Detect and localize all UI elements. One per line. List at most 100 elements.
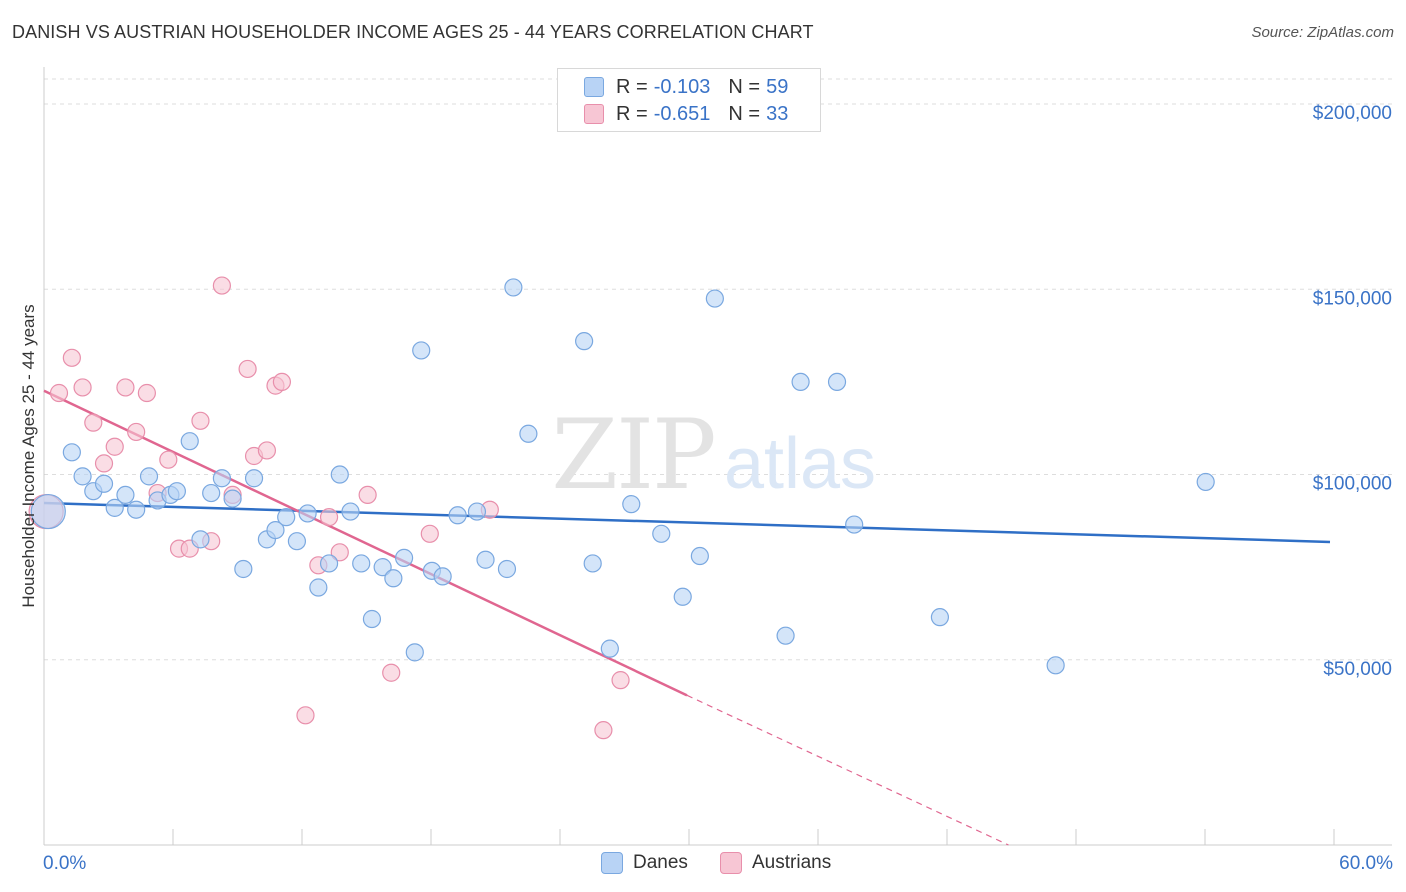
series-legend-label-austrians: Austrians xyxy=(752,852,832,873)
point-austrians xyxy=(238,359,257,379)
point-danes xyxy=(476,550,495,569)
point-danes xyxy=(223,489,242,508)
legend-n-label: N = xyxy=(728,102,761,125)
point-danes xyxy=(244,469,264,488)
point-danes xyxy=(791,372,810,392)
legend-r-value: -0.651 xyxy=(653,102,711,125)
series-legend-austrians[interactable]: Austrians xyxy=(720,852,831,874)
x-tick-label: 0.0% xyxy=(43,853,86,874)
point-danes xyxy=(705,289,724,308)
point-danes xyxy=(202,483,221,503)
point-danes xyxy=(1046,656,1065,675)
point-danes xyxy=(504,278,523,297)
point-austrians xyxy=(212,276,231,295)
series-legend-label-danes: Danes xyxy=(633,852,688,873)
trend-line-austrians xyxy=(43,389,688,697)
point-danes xyxy=(266,520,285,540)
point-austrians xyxy=(358,485,377,504)
y-tick-label: $150,000 xyxy=(1313,288,1392,309)
point-austrians xyxy=(137,383,156,403)
point-danes xyxy=(448,506,467,525)
point-danes xyxy=(673,587,692,606)
y-tick-label: $50,000 xyxy=(1323,659,1392,680)
series-legend: Danes Austrians xyxy=(0,852,1406,878)
legend-n-label: N = xyxy=(728,75,761,98)
point-danes xyxy=(191,530,210,549)
point-danes xyxy=(277,508,296,527)
point-austrians xyxy=(611,671,630,690)
point-austrians xyxy=(420,524,439,543)
point-danes xyxy=(62,443,81,462)
legend-swatch-austrians xyxy=(584,104,604,124)
series-legend-swatch-danes xyxy=(601,852,623,874)
trend-layer xyxy=(43,389,1331,846)
legend-r-label: R = xyxy=(616,75,648,98)
point-austrians xyxy=(116,378,135,397)
legend-r-label: R = xyxy=(616,102,648,125)
point-danes xyxy=(94,474,114,493)
point-austrians xyxy=(94,454,114,473)
point-austrians xyxy=(84,413,103,432)
y-tick-label: $100,000 xyxy=(1313,474,1392,495)
point-austrians xyxy=(127,422,146,442)
points-layer xyxy=(28,276,1215,740)
point-austrians xyxy=(62,348,81,367)
point-austrians xyxy=(73,378,92,397)
point-danes xyxy=(690,546,709,566)
point-danes xyxy=(116,485,135,504)
point-danes xyxy=(622,495,641,514)
point-danes xyxy=(105,498,124,517)
point-danes xyxy=(180,432,199,451)
y-tick-label: $200,000 xyxy=(1313,103,1392,124)
point-danes xyxy=(298,504,317,523)
point-austrians xyxy=(105,437,124,456)
point-danes xyxy=(234,559,253,579)
point-danes xyxy=(287,532,307,551)
y-axis-title: Householder Income Ages 25 - 44 years xyxy=(19,304,38,607)
point-austrians xyxy=(257,441,277,460)
legend-row-danes: R = -0.103 N = 59 xyxy=(584,74,788,100)
point-danes xyxy=(467,502,487,521)
point-austrians xyxy=(594,721,613,740)
point-austrians xyxy=(319,508,339,527)
point-austrians xyxy=(382,663,401,682)
trend-line-austrians-extension xyxy=(686,694,1009,846)
legend-n-value: 33 xyxy=(766,102,789,125)
point-danes xyxy=(412,341,431,360)
point-danes xyxy=(167,482,186,501)
point-austrians xyxy=(191,411,210,430)
point-austrians xyxy=(272,372,292,392)
point-danes xyxy=(394,548,414,567)
point-austrians xyxy=(49,383,69,403)
point-danes xyxy=(384,569,403,588)
legend-swatch-danes xyxy=(584,77,604,97)
point-austrians xyxy=(296,706,315,725)
point-danes xyxy=(373,558,392,577)
watermark-atlas: atlas xyxy=(724,424,876,504)
watermark: ZIP atlas xyxy=(551,399,876,511)
point-danes xyxy=(352,554,371,573)
x-tick-label: 60.0% xyxy=(1339,853,1393,874)
labels-layer: $50,000 $100,000 $150,000 $200,000 0.0% 60.0%… xyxy=(19,103,1393,874)
point-danes xyxy=(575,332,594,351)
point-danes xyxy=(139,467,159,486)
point-danes xyxy=(652,524,671,543)
point-danes xyxy=(127,500,146,519)
axis-layer xyxy=(43,67,1392,846)
series-legend-danes[interactable]: Danes xyxy=(601,852,688,874)
point-danes xyxy=(776,626,795,645)
point-danes xyxy=(30,493,66,530)
point-danes xyxy=(845,515,864,534)
point-danes xyxy=(1196,472,1215,492)
point-danes xyxy=(73,467,92,486)
point-danes xyxy=(362,609,382,629)
point-danes xyxy=(930,608,950,627)
point-austrians xyxy=(159,450,178,469)
point-danes xyxy=(319,554,339,573)
series-legend-swatch-austrians xyxy=(720,852,742,874)
point-danes xyxy=(497,559,517,579)
point-danes xyxy=(405,643,424,662)
legend-r-value: -0.103 xyxy=(653,75,711,98)
source-label: Source: ZipAtlas.com xyxy=(1251,24,1394,41)
